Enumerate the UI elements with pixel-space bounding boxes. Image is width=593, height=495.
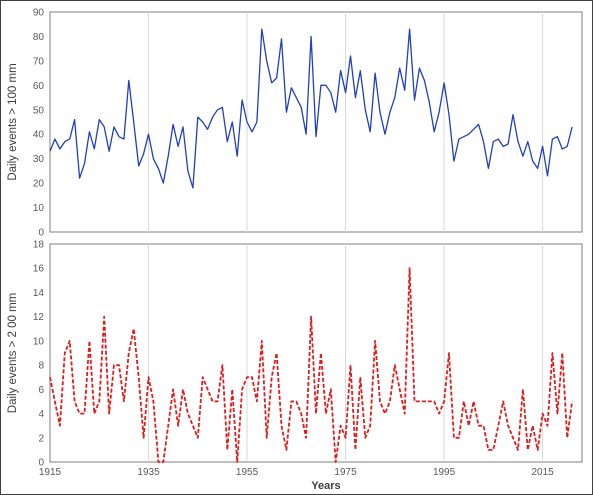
series-line-top [49,28,573,189]
x-tick-label: 1915 [39,467,62,478]
y-tick-label: 2 [38,433,44,444]
x-tick-label: 1935 [137,467,160,478]
x-tick-label: 1995 [433,467,456,478]
series-line-bottom [49,267,573,463]
y-tick-label: 30 [33,154,45,165]
y-tick-label: 70 [33,56,45,67]
y-tick-label: 10 [33,203,45,214]
plot-frame-bottom [49,243,583,463]
y-ticks-top: 0 10 20 30 40 50 60 70 80 90 [33,8,45,239]
y-tick-label: 12 [33,312,45,323]
y-tick-label: 4 [38,409,44,420]
grid-top [148,12,544,232]
x-axis-label: Years [311,480,340,492]
x-tick-label: 1955 [236,467,259,478]
y-tick-label: 40 [33,130,45,141]
y-tick-label: 16 [33,264,45,275]
chart-bottom: 0 2 4 6 8 10 12 14 16 18 1915 1935 1955 1975 1995 2015… [7,240,583,492]
y-ticks-bottom: 0 2 4 6 8 10 12 14 16 18 [33,240,45,469]
y-tick-label: 8 [38,361,44,372]
y-tick-label: 50 [33,105,45,116]
y-tick-label: 0 [38,228,44,239]
y-tick-label: 0 [38,458,44,469]
y-axis-label-bottom: Daily events > 2 00 mm [7,293,19,413]
chart-top: 0 10 20 30 40 50 60 70 80 90 Daily events > 100 m… [7,8,583,239]
y-tick-label: 18 [33,240,45,251]
y-tick-label: 6 [38,385,44,396]
y-axis-label-top: Daily events > 100 mm [7,63,19,180]
y-tick-label: 60 [33,81,45,92]
x-tick-label: 2015 [531,467,554,478]
plot-frame-top [49,11,583,233]
y-tick-label: 10 [33,336,45,347]
y-tick-label: 90 [33,8,45,19]
x-tick-label: 1975 [334,467,357,478]
y-tick-label: 14 [33,288,45,299]
y-tick-label: 80 [33,32,45,43]
x-ticks-bottom: 1915 1935 1955 1975 1995 2015 [39,467,554,478]
y-tick-label: 20 [33,179,45,190]
